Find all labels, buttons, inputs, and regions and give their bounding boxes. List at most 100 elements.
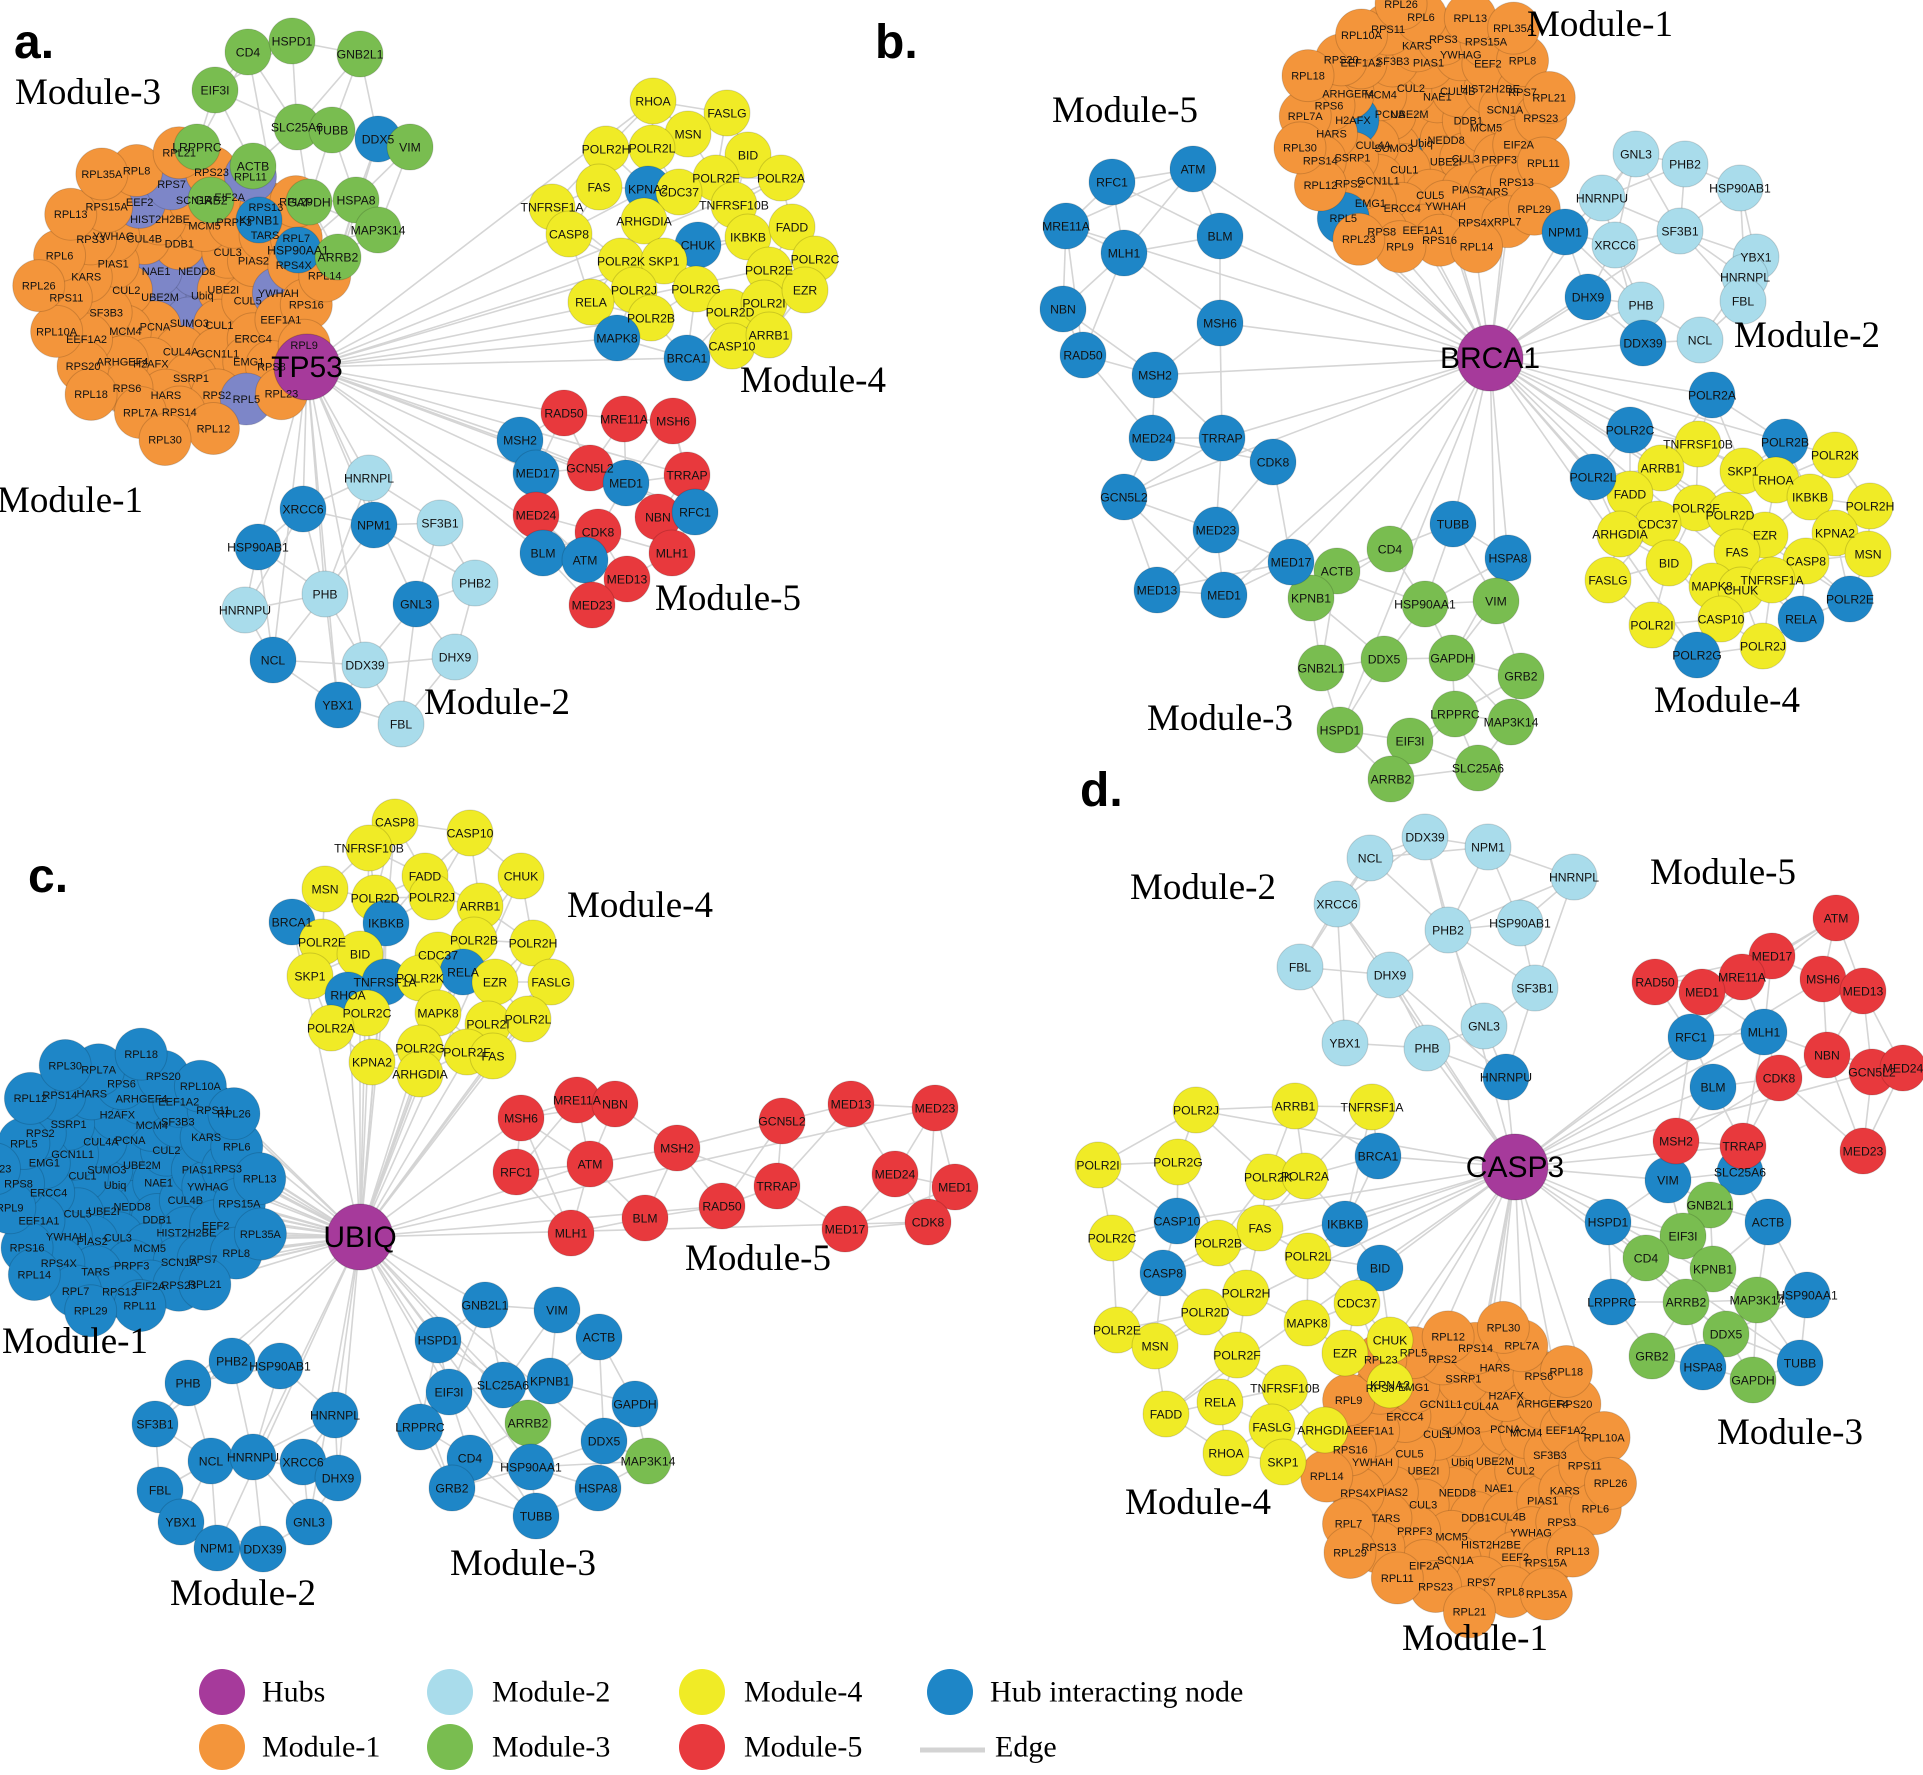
node-polr2a: [307, 1004, 355, 1052]
node-label-cul2: CUL2: [152, 1145, 180, 1157]
node-label-hsp90aa1: HSP90AA1: [1394, 597, 1456, 611]
node-label-rpl18: RPL18: [1550, 1366, 1584, 1378]
node-label-med1: MED1: [609, 476, 643, 490]
node-label-rps7: RPS7: [1508, 87, 1537, 99]
node-label-med13: MED13: [1137, 583, 1178, 597]
node-label-lrpprc: LRPPRC: [1587, 1295, 1637, 1309]
hub-edge: [1489, 357, 1509, 559]
hub-edge: [1192, 168, 1491, 359]
node-cdk8: [904, 1198, 952, 1246]
node-label-blm: BLM: [530, 546, 555, 560]
node-label-hspa8: HSPA8: [578, 1481, 617, 1495]
node-label-emg1: EMG1: [29, 1158, 60, 1170]
node-label-rps7: RPS7: [189, 1254, 218, 1266]
module-label-b-module3: Module-3: [1147, 698, 1293, 739]
panel-b-nodes: [1039, 0, 1894, 803]
node-ikbkb: [362, 899, 410, 947]
node-label-rpl10a: RPL10A: [180, 1081, 222, 1093]
node-gnb2l1: [336, 30, 384, 78]
node-label-sf3b3: SF3B3: [1533, 1450, 1567, 1462]
node-label-h2afx: H2AFX: [1335, 115, 1371, 127]
node-label-ezr: EZR: [793, 283, 818, 297]
node-label-ssrp1: SSRP1: [51, 1119, 87, 1131]
node-label-msn: MSN: [674, 127, 701, 141]
node-label-scn1a: SCN1A: [161, 1257, 198, 1269]
node-blm: [621, 1194, 669, 1242]
node-rpl21: [178, 1257, 232, 1311]
node-label-cul4a: CUL4A: [1356, 140, 1392, 152]
node-label-cdk8: CDK8: [1763, 1071, 1796, 1085]
node-label-rpl29: RPL29: [1333, 1547, 1367, 1559]
node-label-tars: TARS: [81, 1266, 110, 1278]
node-label-ywhag: YWHAG: [93, 231, 135, 243]
node-label-eif2a: EIF2A: [214, 192, 245, 204]
legend-label-hubs: Hubs: [262, 1676, 325, 1709]
edge: [1389, 974, 1507, 1078]
node-label-ddx5: DDX5: [362, 132, 395, 146]
node-rpl35a: [1487, 1, 1541, 55]
node-label-slc25a6: SLC25A6: [1714, 1165, 1766, 1179]
node-label-arhgef4: ARHGEF4: [1322, 88, 1374, 100]
node-label-phb: PHB: [1628, 298, 1653, 312]
module-label-a-module4: Module-4: [740, 360, 886, 401]
node-label-rpl9: RPL9: [0, 1203, 24, 1215]
node-label-rpl26: RPL26: [22, 280, 56, 292]
panel-c-text: Ubiq UBE2M NEDD8 SUMO3 NAE1 UBE2I PCNA DDB1 CUL1…: [0, 815, 972, 1614]
node-label-grb2: GRB2: [1504, 669, 1537, 683]
node-label-polr2i: POLR2I: [1630, 618, 1673, 632]
node-dhx9: [314, 1454, 362, 1502]
node-tnfrsf1a: [1748, 556, 1796, 604]
node-label-vim: VIM: [399, 140, 421, 154]
node-eif3i: [425, 1368, 473, 1416]
node-label-cd4: CD4: [1378, 542, 1403, 556]
node-label-ercc4: ERCC4: [235, 334, 272, 346]
node-trrap: [1198, 414, 1246, 462]
node-label-cul4b: CUL4B: [168, 1195, 203, 1207]
node-label-mcm4: MCM4: [109, 326, 141, 338]
node-label-npm1: NPM1: [1471, 840, 1505, 854]
node-label-bid: BID: [350, 947, 371, 961]
node-label-ube2i: UBE2I: [88, 1206, 120, 1218]
node-label-polr2k: POLR2K: [1811, 448, 1859, 462]
node-label-polr2d: POLR2D: [351, 891, 400, 905]
node-label-rps16: RPS16: [1333, 1445, 1368, 1457]
node-label-hspd1: HSPD1: [1320, 723, 1361, 737]
node-label-cdk8: CDK8: [1257, 455, 1290, 469]
node-atm: [561, 536, 609, 584]
module-label-b-module1: Module-1: [1527, 4, 1673, 45]
node-rpl26: [1374, 0, 1428, 31]
node-label-bid: BID: [738, 148, 759, 162]
module-label-a-module5: Module-5: [655, 578, 801, 619]
node-tnfrsf10b: [345, 824, 393, 872]
node-label-mlh1: MLH1: [656, 546, 689, 560]
node-label-rps14: RPS14: [42, 1090, 77, 1102]
node-brca1: [663, 334, 711, 382]
module-label-b-module2: Module-2: [1734, 315, 1880, 356]
node-rpl21: [1522, 71, 1576, 125]
node-label-kars: KARS: [1402, 41, 1432, 53]
node-label-emg1: EMG1: [233, 357, 264, 369]
node-casp8: [545, 210, 593, 258]
node-label-polr2l: POLR2L: [505, 1012, 552, 1026]
hub-edge: [306, 366, 565, 414]
node-xrcc6: [1591, 221, 1639, 269]
node-label-ddx39: DDX39: [1405, 830, 1445, 844]
node-map3k14: [624, 1437, 672, 1485]
node-label-ssrp1: SSRP1: [1334, 153, 1370, 165]
node-label-rpl7: RPL7: [1494, 217, 1522, 229]
node-actb: [229, 142, 277, 190]
node-msh6: [1196, 299, 1244, 347]
node-label-gnl3: GNL3: [1620, 147, 1652, 161]
node-label-ywhah: YWHAH: [1352, 1457, 1393, 1469]
node-label-rps6: RPS6: [107, 1078, 136, 1090]
node-label-polr2a: POLR2A: [757, 171, 806, 185]
node-tubb: [1429, 500, 1477, 548]
node-label-rela: RELA: [575, 295, 608, 309]
hub-edge: [216, 1236, 361, 1549]
legend-label-module-4: Module-4: [744, 1676, 862, 1709]
node-label-mcm5: MCM5: [134, 1243, 166, 1255]
node-label-rpl7a: RPL7A: [1288, 111, 1324, 123]
node-label-kpnb1: KPNB1: [1291, 591, 1331, 605]
node-label-rpl11: RPL11: [1381, 1573, 1414, 1585]
